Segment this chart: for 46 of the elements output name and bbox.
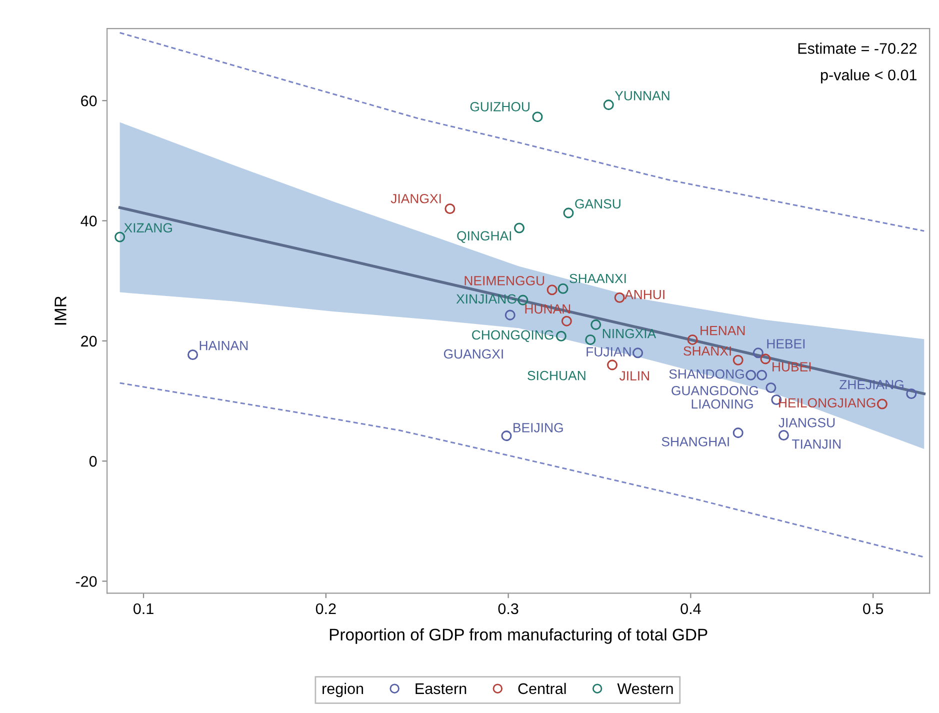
data-label: GUIZHOU bbox=[470, 102, 530, 112]
data-label: QINGHAI bbox=[457, 231, 512, 243]
legend-title: region bbox=[322, 682, 364, 698]
data-label: JILIN bbox=[619, 371, 649, 380]
data-label: HENAN bbox=[700, 326, 745, 336]
data-label: GANSU bbox=[575, 199, 620, 208]
y-tick-label: 0 bbox=[89, 456, 97, 467]
data-label: HEILONGJIANG bbox=[779, 398, 876, 408]
data-label: ANHUI bbox=[624, 290, 664, 300]
data-label: YUNNAN bbox=[614, 91, 670, 100]
y-axis-title: IMR bbox=[54, 296, 66, 325]
x-tick-label: 0.5 bbox=[863, 603, 884, 614]
data-label: CHONGQING bbox=[472, 330, 554, 342]
data-label: XINJIANG bbox=[456, 294, 516, 304]
x-tick-label: 0.2 bbox=[316, 603, 336, 614]
data-label: LIAONING bbox=[692, 399, 753, 409]
data-label: HAINAN bbox=[200, 341, 248, 350]
data-label: NEIMENGGU bbox=[464, 276, 544, 286]
legend-label: Eastern bbox=[416, 683, 466, 694]
legend-label: Central bbox=[518, 682, 566, 694]
data-label: HUBEI bbox=[772, 362, 811, 372]
data-label: TIANJIN bbox=[792, 440, 840, 449]
data-label: BEIJING bbox=[514, 423, 563, 432]
data-label: JIANGSU bbox=[778, 418, 835, 428]
annotation: p-value < 0.01 bbox=[821, 69, 917, 84]
annotation: Estimate = -70.22 bbox=[798, 42, 917, 54]
data-label: NINGXIA bbox=[602, 328, 656, 338]
data-label: XIZANG bbox=[124, 223, 172, 233]
x-axis-title: Proportion of GDP from manufacturing of total GDP bbox=[330, 628, 708, 644]
x-tick-label: 0.1 bbox=[134, 603, 154, 614]
x-tick-label: 0.4 bbox=[680, 603, 701, 614]
data-label: FUJIAN bbox=[586, 347, 631, 356]
y-tick-label: 20 bbox=[81, 336, 97, 347]
y-tick-label: 60 bbox=[81, 95, 97, 106]
data-label: GUANGXI bbox=[444, 349, 503, 359]
legend-label: Western bbox=[617, 683, 673, 694]
data-label: JIANGXI bbox=[390, 194, 441, 204]
data-label: SHANGHAI bbox=[662, 437, 729, 446]
data-label: SHANXI bbox=[684, 346, 731, 356]
data-label: SICHUAN bbox=[528, 370, 586, 380]
x-tick-label: 0.3 bbox=[498, 603, 518, 614]
y-tick-label: -20 bbox=[76, 576, 97, 587]
data-label: HEBEI bbox=[767, 339, 805, 348]
data-label: GUANGDONG bbox=[672, 386, 758, 396]
data-label: SHAANXI bbox=[570, 274, 626, 284]
y-tick-label: 40 bbox=[80, 216, 97, 226]
